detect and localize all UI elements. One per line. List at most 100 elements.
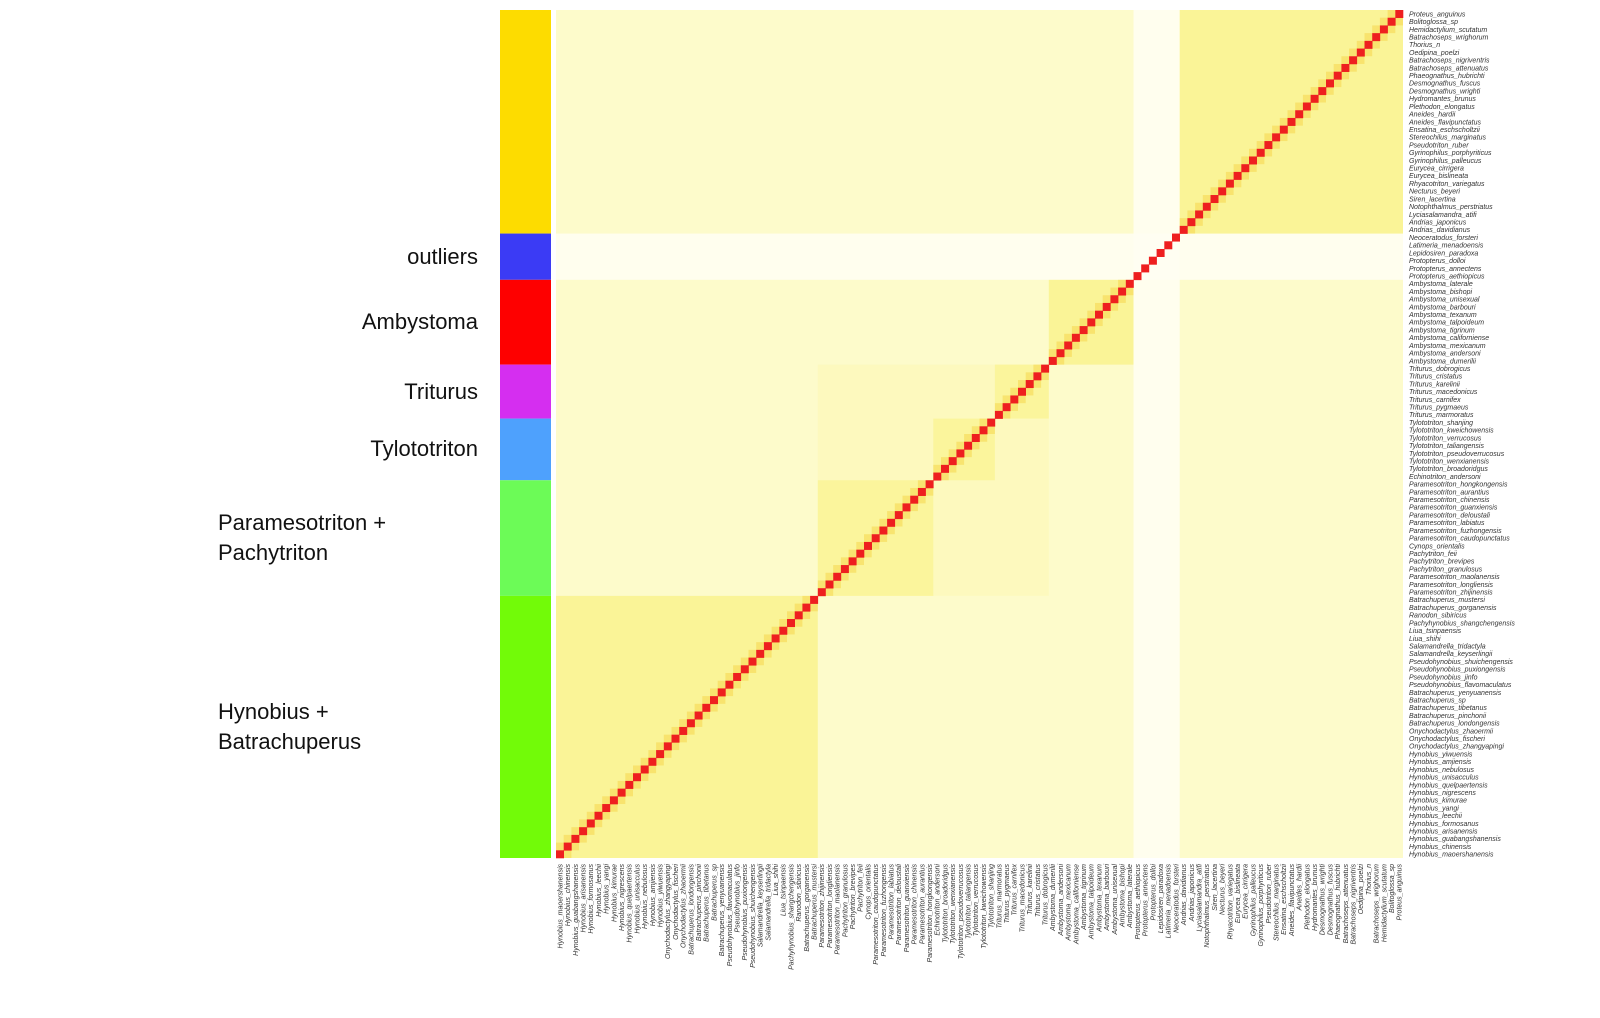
diagonal-cell bbox=[1025, 380, 1034, 389]
diagonal-cell bbox=[617, 788, 626, 797]
diagonal-cell bbox=[1102, 302, 1111, 311]
column-label: Necturus_beyeri bbox=[1220, 864, 1227, 915]
row-label: Triturus_marmoratus bbox=[1409, 412, 1474, 419]
heatmap-block bbox=[771, 626, 780, 635]
diagonal-cell bbox=[1041, 364, 1050, 373]
diagonal-cell bbox=[879, 526, 888, 535]
diagonal-cell bbox=[663, 742, 672, 751]
column-label: Siren_lacertina bbox=[1212, 864, 1219, 911]
group-color-segment bbox=[500, 418, 551, 481]
heatmap-block bbox=[609, 804, 618, 812]
heatmap-block bbox=[1287, 110, 1296, 118]
column-label: Batrachuperus_gorganensis bbox=[804, 864, 811, 952]
diagonal-cell bbox=[1118, 287, 1127, 296]
diagonal-cell bbox=[971, 434, 980, 443]
heatmap-block bbox=[556, 842, 564, 851]
column-label: Tylototriton_taliangensis bbox=[965, 864, 972, 939]
row-label: Paramesotriton_longliensis bbox=[1409, 582, 1494, 589]
heatmap-block bbox=[1064, 333, 1072, 342]
column-label: Lepidosiren_paradoxa bbox=[1158, 864, 1165, 933]
column-label: Hynobius_guabangshanensis bbox=[573, 864, 580, 956]
heatmap-block bbox=[594, 804, 603, 812]
heatmap-block bbox=[925, 487, 934, 496]
heatmap-block bbox=[1133, 10, 1180, 858]
column-label: Batrachoseps_nigriventris bbox=[1350, 864, 1357, 945]
diagonal-cell bbox=[1187, 218, 1196, 227]
row-label: Neoceratodus_forsteri bbox=[1409, 235, 1478, 242]
column-label: Plethodon_elongatus bbox=[1304, 864, 1311, 930]
heatmap-block bbox=[771, 642, 780, 650]
heatmap-block bbox=[864, 534, 872, 542]
row-label: Tylototriton_wenxianensis bbox=[1409, 458, 1490, 465]
diagonal-cell bbox=[994, 410, 1003, 419]
row-label: Pachyhynobius_shangchengensis bbox=[1409, 620, 1515, 627]
row-label: Desmognathus_wrighti bbox=[1409, 88, 1481, 95]
heatmap-block bbox=[833, 580, 841, 589]
row-label: Triturus_carnifex bbox=[1409, 397, 1461, 404]
heatmap-block bbox=[840, 572, 849, 581]
row-label: Hynobius_chinensis bbox=[1409, 844, 1472, 851]
column-label: Hynobius_maoershanensis bbox=[557, 864, 564, 949]
row-label: Hynobius_nebulosus bbox=[1409, 767, 1474, 774]
diagonal-cell bbox=[1356, 48, 1365, 57]
diagonal-cell bbox=[902, 503, 911, 512]
diagonal-cell bbox=[1233, 171, 1242, 180]
diagonal-cell bbox=[679, 726, 688, 735]
column-label: Ensatina_eschscholtzii bbox=[1281, 864, 1288, 935]
row-label: Eurycea_bislineata bbox=[1409, 173, 1468, 180]
column-label: Paramesotriton_maolanensis bbox=[835, 864, 842, 955]
heatmap-block bbox=[1387, 25, 1396, 34]
column-label: Lyciasalamandra_atifi bbox=[1196, 864, 1203, 932]
group-color-segment bbox=[500, 595, 551, 858]
column-label: Triturus_dobrogicus bbox=[1042, 864, 1049, 926]
heatmap-block bbox=[1302, 110, 1311, 118]
row-label: Paramesotriton_labiatus bbox=[1409, 520, 1485, 527]
column-label: Tylototriton_pseudoverrucosus bbox=[958, 864, 965, 960]
heatmap-block bbox=[656, 742, 664, 751]
heatmap-block bbox=[917, 495, 926, 504]
heatmap-block bbox=[602, 796, 610, 805]
row-label: Phaeognathus_hubrichti bbox=[1409, 73, 1485, 80]
heatmap-block bbox=[571, 827, 580, 835]
heatmap-block bbox=[848, 565, 857, 573]
heatmap-block bbox=[1187, 225, 1196, 234]
row-label: Batrachuperus_tibetanus bbox=[1409, 705, 1487, 712]
row-label: Batrachuperus_gorganensis bbox=[1409, 605, 1497, 612]
row-label: Necturus_beyeri bbox=[1409, 189, 1460, 196]
diagonal-cell bbox=[579, 827, 588, 836]
diagonal-cell bbox=[710, 696, 718, 705]
heatmap-block bbox=[856, 557, 864, 566]
column-label: Hynobius_nebulosus bbox=[642, 864, 649, 929]
diagonal-cell bbox=[1087, 318, 1096, 327]
column-label: Batrachuperus_mustersi bbox=[811, 864, 818, 940]
heatmap-block bbox=[748, 665, 757, 673]
diagonal-cell bbox=[987, 418, 996, 427]
row-label: Salamandrella_tridactyla bbox=[1409, 644, 1486, 651]
row-label: Hemidactylium_scutatum bbox=[1409, 27, 1487, 34]
diagonal-cell bbox=[1225, 179, 1234, 188]
row-label: Cynops_orientalis bbox=[1409, 543, 1465, 550]
heatmap-block bbox=[1064, 349, 1072, 357]
column-label: Onychodactylus_zhaoermii bbox=[681, 864, 688, 948]
heatmap-block bbox=[910, 503, 918, 512]
row-label: Triturus_pygmaeus bbox=[1409, 405, 1469, 412]
diagonal-cell bbox=[894, 511, 903, 520]
heatmap-block bbox=[1218, 179, 1226, 188]
row-label: Batrachoseps_attenuatus bbox=[1409, 65, 1489, 72]
heatmap-block bbox=[1079, 318, 1088, 327]
diagonal-cell bbox=[1395, 10, 1404, 19]
heatmap-block bbox=[740, 672, 749, 681]
heatmap-block bbox=[1118, 279, 1126, 288]
row-label: Pseudohynobius_jinfo bbox=[1409, 674, 1478, 681]
row-label: Triturus_karelinii bbox=[1409, 381, 1460, 388]
column-label: Pseudohynobius_jinfo bbox=[734, 864, 741, 933]
diagonal-cell bbox=[1310, 94, 1319, 103]
row-label: Liua_tsinpaensis bbox=[1409, 628, 1462, 635]
row-label: Eurycea_cirrigera bbox=[1409, 166, 1464, 173]
diagonal-cell bbox=[1218, 187, 1227, 196]
diagonal-cell bbox=[794, 611, 803, 620]
row-label: Batrachuperus_sp bbox=[1409, 697, 1466, 704]
heatmap-block bbox=[1279, 133, 1288, 142]
heatmap-block bbox=[1102, 295, 1111, 303]
column-label: Aneides_hardii bbox=[1297, 864, 1304, 912]
